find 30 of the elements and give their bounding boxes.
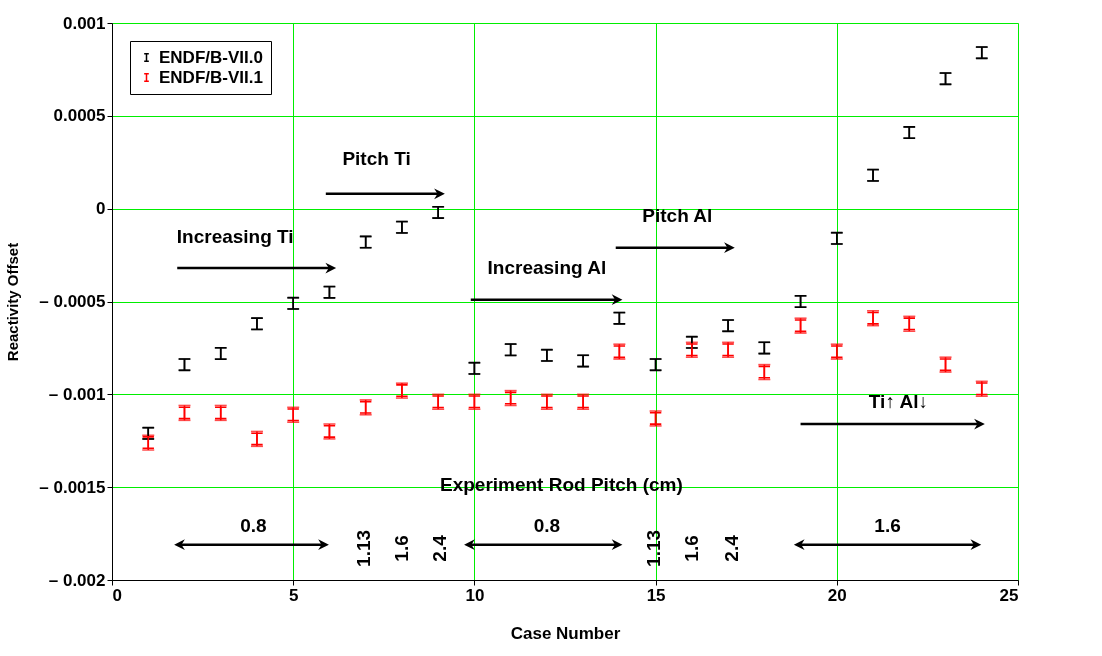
y-tick-label: 0.001 — [62, 13, 106, 33]
x-tick-label: 10 — [465, 585, 485, 605]
annotation: 1.13 — [642, 529, 664, 567]
annotation: 1.6 — [390, 535, 412, 562]
legend-label: ENDF/B-VII.1 — [159, 67, 263, 87]
y-tick-label: – 0.002 — [48, 570, 106, 590]
annotation: 0.8 — [240, 515, 267, 537]
legend-label: ENDF/B-VII.0 — [159, 47, 263, 67]
x-tick-label: 5 — [288, 585, 299, 605]
x-tick-label: 25 — [999, 585, 1019, 605]
y-tick-label: – 0.0015 — [39, 477, 106, 497]
annotation: 0.8 — [533, 515, 561, 537]
x-tick-label: 20 — [827, 585, 847, 605]
y-tick-label: – 0.001 — [48, 384, 106, 404]
x-tick-label: 0 — [112, 585, 122, 605]
x-axis-title: Case Number — [510, 623, 621, 643]
annotation: 1.13 — [352, 529, 374, 567]
y-tick-label: 0 — [96, 199, 106, 219]
annotation: Pitch Ti — [342, 147, 411, 169]
y-tick-label: 0.0005 — [53, 106, 106, 126]
annotation: Ti↑ Al↓ — [868, 390, 928, 412]
annotation: 2.4 — [428, 534, 450, 562]
annotation: 1.6 — [680, 535, 702, 562]
annotation: Increasing Al — [487, 257, 607, 279]
annotation: Increasing Ti — [176, 225, 294, 247]
y-axis-title: Reactivity Offset — [4, 242, 22, 362]
y-tick-label: – 0.0005 — [39, 292, 106, 311]
annotation: 2.4 — [720, 534, 742, 562]
x-tick-label: 15 — [646, 585, 666, 605]
annotation: 1.6 — [874, 515, 901, 537]
